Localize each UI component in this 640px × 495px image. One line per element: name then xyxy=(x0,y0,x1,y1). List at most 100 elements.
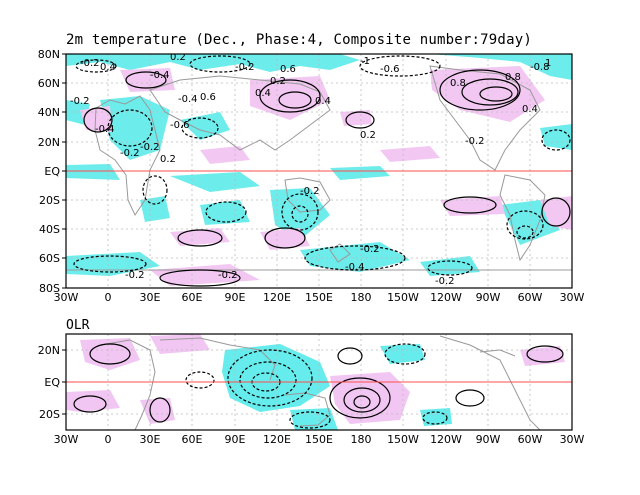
negative-anomaly-region xyxy=(222,344,330,412)
contour-label: -0.4 xyxy=(150,70,170,81)
negative-anomaly-region xyxy=(180,112,230,140)
contour-label: -0.4 xyxy=(95,124,115,135)
contour-label: -0.4 xyxy=(178,94,198,105)
negative-anomaly-region xyxy=(66,164,120,180)
negative-anomaly-region xyxy=(140,196,170,222)
lon-tick-label: 180 xyxy=(351,433,372,446)
lon-tick-label: 90E xyxy=(225,291,246,304)
contour-label: 0.4 xyxy=(522,104,538,115)
negative-anomaly-region xyxy=(380,344,425,364)
contour-label: 0.8 xyxy=(505,72,521,83)
lat-tick-label: 20N xyxy=(38,344,60,357)
contour-label: -0.2 xyxy=(435,276,455,287)
contour-label: 0.4 xyxy=(100,62,116,73)
positive-anomaly-region xyxy=(250,76,330,120)
lon-tick-label: 120W xyxy=(430,291,462,304)
negative-anomaly-region xyxy=(200,200,250,225)
lon-tick-label: 30W xyxy=(54,433,79,446)
positive-anomaly-region xyxy=(430,66,545,122)
positive-anomaly-region xyxy=(150,334,210,354)
positive-anomaly-region xyxy=(540,196,572,230)
lon-tick-label: 120E xyxy=(263,433,291,446)
contour-label: -0.8 xyxy=(530,62,550,73)
lon-tick-label: 60W xyxy=(518,291,543,304)
contour-label: 0.2 xyxy=(170,52,186,63)
olr-panel-label: OLR xyxy=(66,318,90,333)
contour-label: -0.2 xyxy=(70,96,90,107)
lat-tick-label: 40N xyxy=(38,106,60,119)
contour-labels: -0.2 0.4 -0.4 0.2 -0.2 0.6 -0.6 0.8 -0.8… xyxy=(70,52,551,287)
lon-tick-label: 180 xyxy=(351,291,372,304)
negative-anomaly-region xyxy=(420,256,480,276)
positive-anomaly-region xyxy=(140,398,175,424)
lat-tick-label: 80S xyxy=(39,282,60,295)
lon-tick-label: 90E xyxy=(225,433,246,446)
lat-tick-label: 20N xyxy=(38,136,60,149)
contour-label: 0.6 xyxy=(200,92,216,103)
lon-tick-label: 30E xyxy=(140,433,161,446)
lon-tick-label: 120W xyxy=(430,433,462,446)
positive-anomaly-region xyxy=(200,146,250,164)
contour-label: -0.2 xyxy=(80,58,100,69)
contour-label: 0.2 xyxy=(160,154,176,165)
negative-anomaly-region xyxy=(430,54,572,80)
lat-tick-label: 20S xyxy=(39,408,60,421)
contour-label: 0.4 xyxy=(255,88,271,99)
lon-tick-label: 0 xyxy=(105,291,112,304)
lat-tick-label: 60S xyxy=(39,252,60,265)
positive-anomaly-region xyxy=(330,372,410,424)
negative-contours xyxy=(73,55,571,276)
lon-tick-label: 90W xyxy=(476,433,501,446)
lon-tick-label: 120E xyxy=(263,291,291,304)
lat-tick-label: 40S xyxy=(39,223,60,236)
contour-label: -0.2 xyxy=(120,148,140,159)
lat-tick-label: EQ xyxy=(44,376,60,389)
positive-anomaly-region xyxy=(80,338,140,370)
lon-tick-label: 30W xyxy=(560,291,585,304)
positive-anomaly-region xyxy=(66,390,120,412)
lat-tick-label: 20S xyxy=(39,194,60,207)
lon-tick-label: 150E xyxy=(305,433,333,446)
longitude-axis: 30W 0 30E 60E 90E 120E 150E 180 150W 120… xyxy=(54,291,585,304)
negative-anomaly-region xyxy=(300,242,410,272)
contour-label: -0.2 xyxy=(235,62,255,73)
lon-tick-label: 60W xyxy=(518,433,543,446)
latitude-axis: 80N 60N 40N 20N EQ 20S 40S 60S 80S xyxy=(38,48,66,295)
contour-label: 0.8 xyxy=(450,78,466,89)
lon-tick-label: 150W xyxy=(387,291,419,304)
lon-tick-label: 60E xyxy=(182,291,203,304)
contour-label: -0.2 xyxy=(360,244,380,255)
contour-label: 0.2 xyxy=(360,130,376,141)
lon-tick-label: 150W xyxy=(387,433,419,446)
contour-label: 0.6 xyxy=(280,64,296,75)
lat-tick-label: 80N xyxy=(38,48,60,61)
positive-anomaly-region xyxy=(340,110,372,126)
positive-anomaly-region xyxy=(260,228,310,250)
contour-label: -0.6 xyxy=(170,120,190,131)
olr-map-panel: 20N EQ 20S 30W 0 30E 60E 90E 120E 150E 1… xyxy=(38,333,585,446)
negative-anomaly-region xyxy=(170,172,260,192)
contour-label: -0.4 xyxy=(345,262,365,273)
positive-contours xyxy=(83,69,571,287)
figure-title: 2m temperature (Dec., Phase:4, Composite… xyxy=(66,32,532,48)
contour-label: -0.2 xyxy=(125,270,145,281)
lat-tick-label: EQ xyxy=(44,165,60,178)
positive-anomaly-region xyxy=(380,146,440,162)
negative-anomaly-region xyxy=(66,54,360,72)
coastlines xyxy=(99,335,541,430)
positive-contours xyxy=(73,343,564,423)
negative-anomaly-region xyxy=(330,166,390,180)
contour-label: 1 xyxy=(545,58,551,69)
olr-shading xyxy=(66,334,565,430)
lon-tick-label: 0 xyxy=(105,433,112,446)
longitude-axis: 30W 0 30E 60E 90E 120E 150E 180 150W 120… xyxy=(54,433,585,446)
negative-anomaly-region xyxy=(270,188,330,240)
latitude-axis: 20N EQ 20S xyxy=(38,344,66,421)
lon-tick-label: 30E xyxy=(140,291,161,304)
contour-label: -0.2 xyxy=(300,186,320,197)
coastlines xyxy=(66,65,572,271)
negative-anomaly-region xyxy=(540,124,572,150)
contour-label: -0.2 xyxy=(465,136,485,147)
contour-label: 0.4 xyxy=(315,96,331,107)
